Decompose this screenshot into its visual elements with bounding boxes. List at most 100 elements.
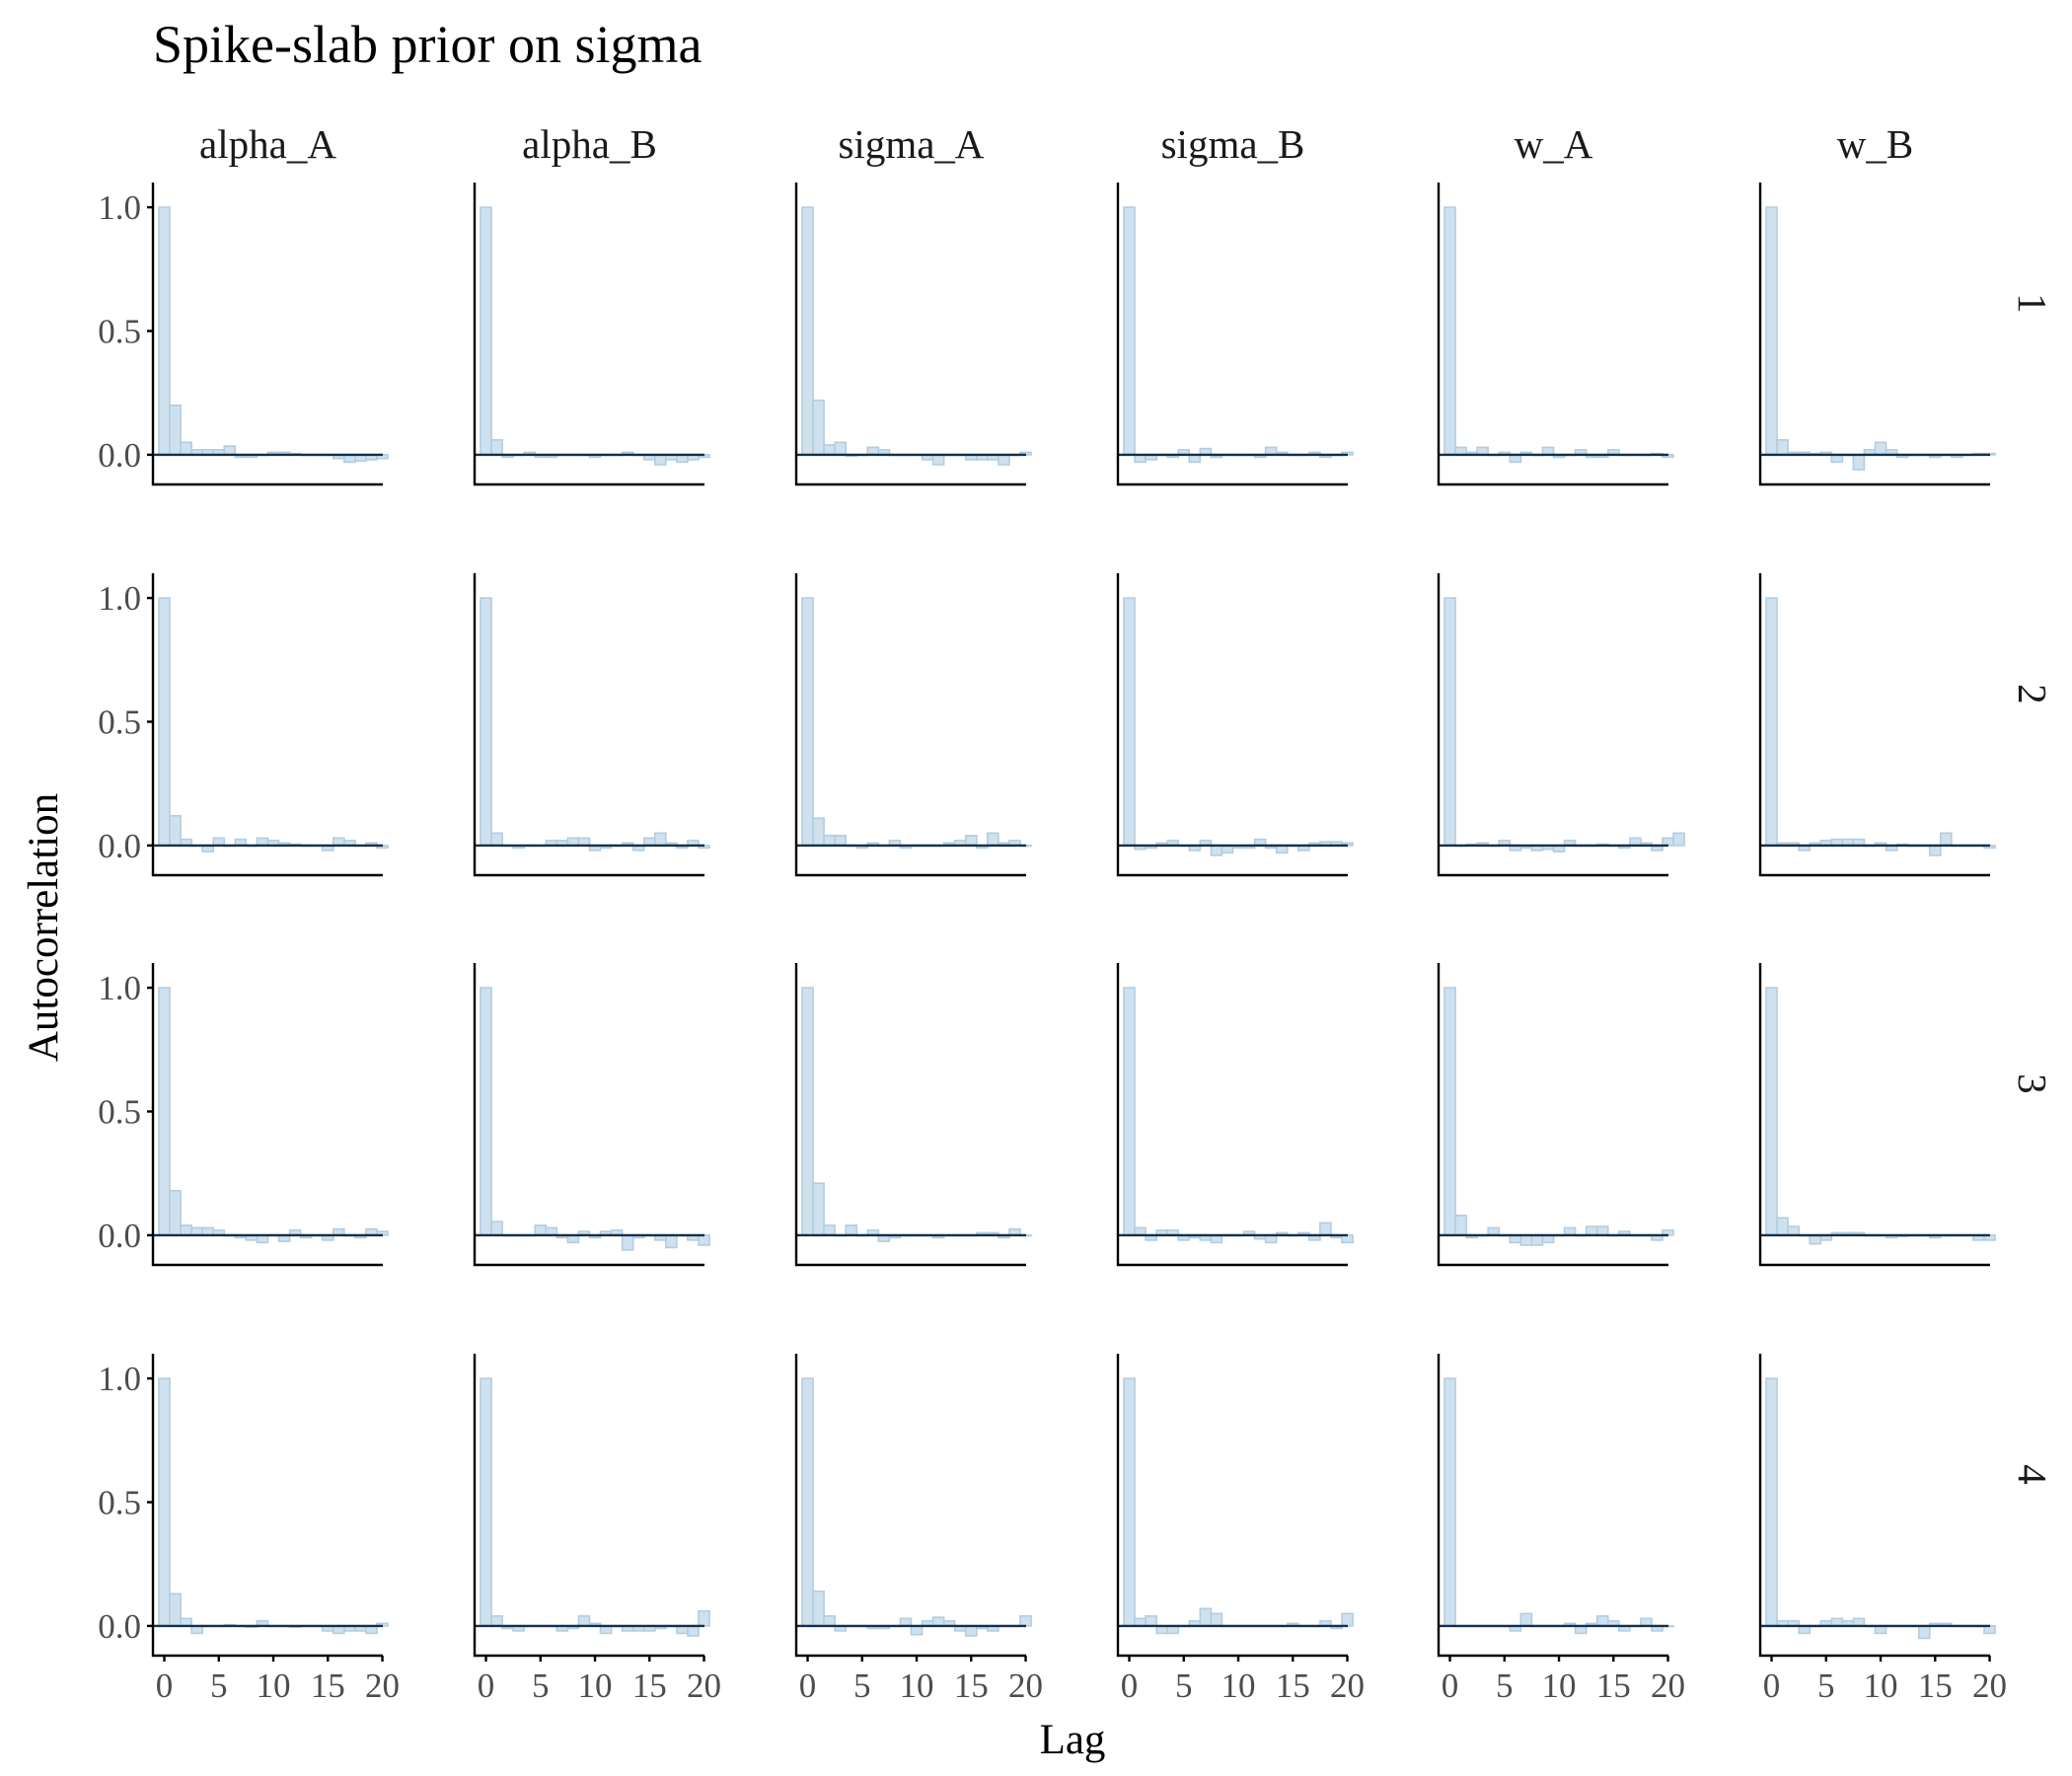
x-tick-label: 0 [799, 1666, 817, 1705]
panel-axes [1758, 573, 1990, 877]
acf-bar [823, 1224, 836, 1236]
panel-axes [473, 573, 704, 877]
panel-w-B-chain-3 [1758, 963, 1996, 1267]
acf-bar [1809, 1234, 1822, 1245]
acf-bar [1852, 454, 1866, 471]
acf-bar [621, 1234, 634, 1251]
panel-axes [1758, 963, 1990, 1267]
acf-bar [1210, 845, 1223, 856]
panel-w-A-chain-4: 0 5 10 15 20 [1437, 1354, 1685, 1705]
acf-bar [812, 1590, 825, 1627]
panel-alpha-A-chain-3: 0.0 0.5 1.0 [98, 963, 389, 1267]
x-tick-label: 20 [365, 1666, 400, 1705]
acf-bar [910, 1625, 924, 1636]
x-tick-label: 15 [954, 1666, 989, 1705]
panel-sigma-B-chain-4: 0 5 10 15 20 [1116, 1354, 1365, 1705]
acf-bar [1672, 832, 1685, 847]
acf-bar [823, 444, 836, 456]
panel-axes [1116, 963, 1348, 1267]
panel-axes [473, 1354, 704, 1658]
acf-bar [1928, 845, 1942, 856]
panel-w-B-chain-2 [1758, 573, 1996, 877]
panel-alpha-B-chain-3 [473, 963, 710, 1267]
acf-bar [812, 399, 825, 456]
x-axis-title: Lag [1040, 1717, 1106, 1763]
x-tick-label: 5 [1175, 1666, 1193, 1705]
panel-sigma-B-chain-3 [1116, 963, 1354, 1267]
panel-axes [473, 183, 704, 486]
panel-w-B-chain-1 [1758, 183, 1996, 486]
panel-alpha-B-chain-1 [473, 183, 710, 486]
acf-bar [490, 1221, 503, 1236]
panel-axes [794, 963, 1026, 1267]
acf-bar [158, 1377, 171, 1627]
panel-alpha-A-chain-4: 0.0 0.5 1.0 0 5 10 15 20 [98, 1354, 400, 1705]
panel-alpha-B-chain-2 [473, 573, 710, 877]
x-tick-label: 0 [478, 1666, 495, 1705]
panel-axes [151, 1354, 383, 1658]
panel-axes [473, 963, 704, 1267]
acf-bar [801, 1377, 814, 1627]
row-strip-label-3: 3 [2010, 1073, 2055, 1094]
panel-axes [1116, 1354, 1348, 1658]
panel-axes [1116, 183, 1348, 486]
panel-axes [1437, 573, 1668, 877]
acf-bar [834, 441, 848, 456]
x-tick-label: 15 [632, 1666, 667, 1705]
acf-bar [964, 1625, 978, 1637]
panel-axes [151, 573, 383, 877]
acf-bar [1199, 1607, 1213, 1627]
panel-axes [794, 1354, 1026, 1658]
acf-bar [801, 206, 814, 456]
acf-bar [1123, 987, 1136, 1236]
acf-bar [1595, 1225, 1609, 1236]
acf-bar [1145, 1615, 1157, 1627]
acf-bar [480, 1377, 492, 1627]
acf-bar [158, 597, 171, 847]
panel-axes [151, 183, 383, 486]
acf-bar [1874, 441, 1887, 456]
panel-w-A-chain-1 [1437, 183, 1674, 486]
panel-axes [151, 963, 383, 1267]
x-tick-label: 10 [1221, 1666, 1256, 1705]
x-tick-label: 0 [1763, 1666, 1781, 1705]
acf-bar [1519, 1234, 1533, 1246]
acf-bar [1341, 1612, 1354, 1627]
panel-w-B-chain-4: 0 5 10 15 20 [1758, 1354, 2007, 1705]
chart-panels: 0.00.51.00.00.51.00.00.51.00.00.51.00 5 10… [98, 183, 2007, 1705]
row-strip-label-1: 1 [2010, 293, 2055, 314]
acf-bar [823, 835, 836, 847]
x-tick-label: 20 [687, 1666, 721, 1705]
acf-bar [653, 454, 667, 466]
acf-bar [653, 832, 667, 847]
row-strip-label-4: 4 [2010, 1464, 2055, 1485]
acf-bar [1123, 597, 1136, 847]
x-tick-label: 20 [1330, 1666, 1365, 1705]
acf-bar [490, 439, 503, 456]
panel-sigma-A-chain-4: 0 5 10 15 20 [794, 1354, 1043, 1705]
acf-bar [834, 835, 848, 847]
acf-bar [801, 987, 814, 1236]
y-tick-label: 0.5 [98, 1092, 141, 1131]
acf-bar [1443, 1377, 1456, 1627]
acf-bar [1210, 1612, 1223, 1627]
acf-bar [1519, 1612, 1533, 1627]
row-strips: 1 2 3 4 [2010, 293, 2055, 1485]
panel-axes [1437, 963, 1668, 1267]
acf-bar [1765, 597, 1778, 847]
panel-axes [1758, 183, 1990, 486]
panel-w-A-chain-3 [1437, 963, 1674, 1267]
acf-bar [223, 445, 237, 456]
acf-bar [169, 815, 182, 847]
y-tick-label: 0.0 [98, 1607, 141, 1646]
y-tick-label: 1.0 [98, 188, 141, 227]
acf-bar [1585, 1225, 1598, 1236]
acf-bar [812, 817, 825, 847]
acf-bar [1917, 1625, 1931, 1640]
acf-bar [490, 832, 503, 847]
x-tick-label: 20 [1972, 1666, 2007, 1705]
acf-bar [169, 404, 182, 456]
acf-bar [577, 1615, 591, 1627]
acf-bar [801, 597, 814, 847]
x-tick-label: 10 [900, 1666, 934, 1705]
